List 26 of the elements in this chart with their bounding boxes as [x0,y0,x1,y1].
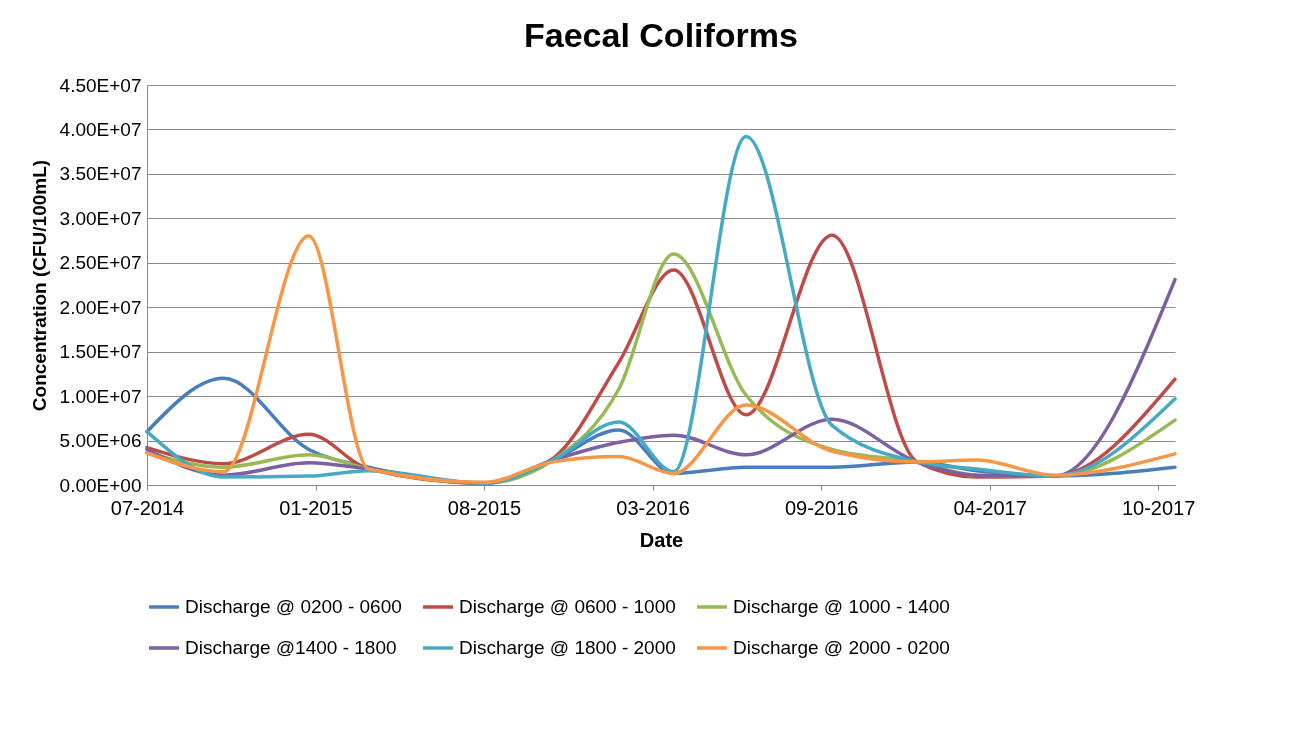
y-tick-label: 3.50E+07 [59,163,142,185]
legend-label: Discharge @ 1000 - 1400 [733,596,950,617]
x-tick-label: 09-2016 [784,496,859,519]
y-tick-label: 3.00E+07 [59,207,142,229]
y-tick-label: 1.50E+07 [59,341,142,363]
x-tick-label: 03-2016 [616,496,690,519]
legend-label: Discharge @ 0600 - 1000 [459,596,676,617]
y-tick-label: 1.00E+07 [59,385,142,407]
y-tick-label: 4.50E+07 [59,74,142,96]
x-tick-label: 04-2017 [953,496,1027,519]
legend-label: Discharge @ 2000 - 0200 [733,637,950,658]
y-tick-label: 5.00E+06 [59,430,142,452]
x-tick-label: 08-2015 [447,496,522,519]
y-tick-label: 0.00E+00 [59,474,142,496]
x-axis-title: Date [639,528,684,551]
x-tick-label: 01-2015 [279,496,353,519]
y-tick-label: 2.00E+07 [59,296,142,318]
x-tick-label: 07-2014 [110,496,185,519]
legend-label: Discharge @ 0200 - 0600 [185,596,402,617]
x-tick-label: 10-2017 [1121,496,1196,519]
y-tick-label: 4.00E+07 [59,118,142,140]
y-tick-label: 2.50E+07 [59,252,142,274]
chart-title: Faecal Coliforms [524,16,798,54]
legend-label: Discharge @ 1800 - 2000 [459,637,676,658]
legend-label: Discharge @1400 - 1800 [185,637,397,658]
y-axis-title: Concentration (CFU/100mL) [28,159,50,412]
